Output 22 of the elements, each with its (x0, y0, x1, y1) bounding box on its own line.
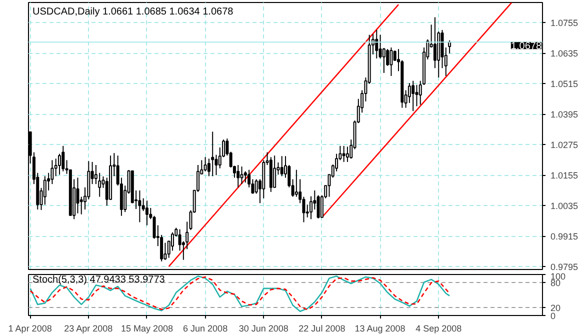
y-tick-label: 80 (550, 278, 561, 288)
y-tick-label: 0.9795 (550, 262, 578, 272)
y-tick-label: 1.0155 (550, 170, 578, 181)
y-tick-label: 1.0035 (550, 201, 578, 212)
y-tick-label: 20 (550, 302, 561, 313)
x-tick-label: 13 Aug 2008 (354, 324, 406, 334)
y-tick-label: 1.0395 (550, 110, 578, 120)
x-tick-label: 1 Apr 2008 (8, 324, 52, 334)
y-tick-label: 0.9915 (550, 232, 578, 242)
y-tick-label: 0 (550, 311, 556, 321)
x-tick-label: 4 Sep 2008 (416, 324, 462, 334)
y-tick-label: 1.0755 (550, 18, 578, 28)
y-tick-label: 1.0275 (550, 140, 578, 150)
chart-title: Stoch(5,3,3) 47.9433 53.9773 (32, 274, 166, 286)
x-tick-label: 15 May 2008 (120, 324, 174, 334)
y-tick-label: 1.0515 (550, 79, 578, 90)
x-tick-label: 6 Jun 2008 (183, 324, 228, 334)
chart-title: USDCAD,Daily 1.0661 1.0685 1.0634 1.0678 (32, 6, 234, 18)
y-tick-label: 1.0635 (550, 48, 578, 59)
x-tick-label: 23 Apr 2008 (64, 324, 113, 334)
x-tick-label: 30 Jun 2008 (238, 324, 288, 334)
x-tick-label: 22 Jul 2008 (298, 324, 346, 334)
